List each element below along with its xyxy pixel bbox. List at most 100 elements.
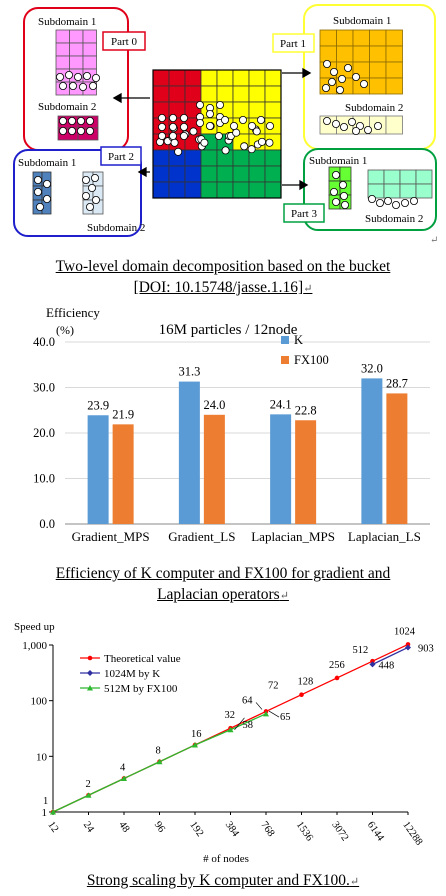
- part2-particle: [43, 179, 52, 188]
- domain-particle: [238, 116, 247, 125]
- scaling-legend-marker: [87, 655, 93, 661]
- domain-particle: [168, 131, 177, 140]
- part1-subdomain2-grid: [319, 115, 403, 136]
- efficiency-y-ticks: 0.0 10.0 20.0 30.0 40.0: [33, 335, 55, 531]
- part3-sub2-cell: [367, 169, 385, 185]
- decomposition-arrows: [112, 67, 312, 191]
- domain-particle: [215, 101, 224, 110]
- efficiency-category-label: Laplacian_LS: [348, 529, 421, 544]
- domain-particle: [205, 122, 214, 131]
- part0-sub1-cell: [55, 29, 70, 44]
- part2-subdomain1-label: Subdomain 1: [18, 157, 76, 169]
- domain-cell: [168, 165, 186, 183]
- part3-particle: [329, 187, 338, 196]
- scaling-legend-label: 512M by FX100: [104, 683, 178, 695]
- part3-sub2-particle: [375, 198, 384, 207]
- arrow-to-part0: [112, 92, 122, 104]
- part2-tag: [100, 146, 142, 166]
- part3-sub2-cell: [383, 169, 401, 185]
- domain-particle: [200, 138, 209, 147]
- domain-cell: [168, 69, 186, 87]
- part0-sub2-particle: [59, 127, 68, 136]
- part3-sub2-cell: [415, 169, 433, 185]
- part3-sub2-cell: [415, 183, 433, 199]
- domain-particle: [214, 132, 223, 141]
- domain-particle: [247, 122, 256, 131]
- part2-sub2-particle: [82, 191, 91, 200]
- part0-tag-label: Part 0: [111, 36, 137, 48]
- part1-sub2-particle: [347, 118, 356, 127]
- part2-sub2-particle: [88, 183, 97, 192]
- efficiency-bar-fx100: [295, 420, 317, 524]
- domain-particle: [168, 114, 177, 123]
- part0-sub2-particle: [68, 117, 77, 126]
- part0-sub2-particle: [86, 127, 95, 136]
- part0-sub1-cell: [69, 55, 84, 70]
- part2-sub2-particle: [91, 173, 100, 182]
- efficiency-ytick-label: 30.0: [33, 381, 55, 395]
- part1-sub1-cell: [352, 29, 370, 47]
- figure3-caption-line1: Strong scaling by K computer and FX100.: [86, 872, 350, 889]
- domain-cell: [248, 85, 266, 103]
- domain-cell: [232, 149, 250, 167]
- part1-sub1-cell: [385, 45, 403, 63]
- domain-particle: [189, 127, 198, 136]
- figure1-caption-line2: [DOI: 10.15748/jasse.1.16]↵: [0, 277, 446, 300]
- efficiency-bar-k: [87, 415, 109, 524]
- part0-sub2-particle: [77, 127, 86, 136]
- part2-particle: [43, 194, 52, 203]
- scaling-annotation: 1024: [394, 626, 416, 637]
- domain-cell: [232, 69, 250, 87]
- scaling-annotation: 64: [242, 695, 253, 706]
- domain-cell: [232, 85, 250, 103]
- efficiency-ytick-label: 0.0: [39, 517, 55, 531]
- efficiency-bar-fx100: [203, 414, 225, 524]
- efficiency-data-label: 21.9: [112, 407, 134, 421]
- part3-particle: [338, 180, 347, 189]
- efficiency-category-label: Gradient_LS: [168, 529, 235, 544]
- efficiency-legend: K FX100: [281, 333, 329, 367]
- domain-particle: [157, 114, 166, 123]
- part1-particle: [335, 86, 344, 95]
- domain-particle: [247, 145, 256, 154]
- scaling-annotation: 58: [243, 720, 254, 731]
- scaling-annotation: 4: [120, 762, 126, 773]
- scaling-annotation: 32: [225, 710, 236, 721]
- domain-cell: [200, 85, 218, 103]
- part1-particle: [359, 80, 368, 89]
- domain-cell: [200, 165, 218, 183]
- scaling-annotation-leader: [234, 717, 245, 730]
- domain-cell: [232, 101, 250, 119]
- part1-sub1-cell: [369, 61, 387, 79]
- part3-subdomain2-label: Subdomain 2: [365, 213, 423, 225]
- figure3-caption-return-mark: ↵: [349, 876, 360, 888]
- part1-sub2-particle: [339, 123, 348, 132]
- efficiency-bar-k: [361, 378, 383, 524]
- scaling-annotation: 903: [418, 643, 434, 654]
- part0-sub2-particle: [59, 117, 68, 126]
- domain-particle: [205, 110, 214, 119]
- figure1-caption-doi: [DOI: 10.15748/jasse.1.16]: [133, 279, 304, 296]
- part3-sub2-particle: [391, 200, 400, 209]
- part3-tag: [283, 203, 325, 223]
- part3-sub2-particle: [409, 196, 418, 205]
- domain-particle: [157, 131, 166, 140]
- part1-particle: [322, 60, 331, 69]
- domain-particle: [265, 122, 274, 131]
- part1-sub1-cell: [369, 45, 387, 63]
- figure2-caption-return-mark: ↵: [279, 590, 289, 602]
- part0-subdomain1-grid: [55, 29, 101, 96]
- part1-subdomain1-label: Subdomain 1: [333, 15, 391, 27]
- domain-cell: [216, 165, 234, 183]
- efficiency-data-label: 31.3: [178, 365, 200, 379]
- domain-particle: [240, 142, 249, 151]
- part0-particle: [92, 74, 101, 83]
- scaling-annotation: 72: [268, 681, 279, 692]
- domain-particle: [174, 147, 183, 156]
- domain-cell: [152, 181, 170, 199]
- arrow-to-part3: [299, 179, 309, 191]
- domain-outline: [152, 69, 282, 199]
- part1-sub1-cell: [385, 61, 403, 79]
- part2-sub2-particle: [92, 195, 101, 204]
